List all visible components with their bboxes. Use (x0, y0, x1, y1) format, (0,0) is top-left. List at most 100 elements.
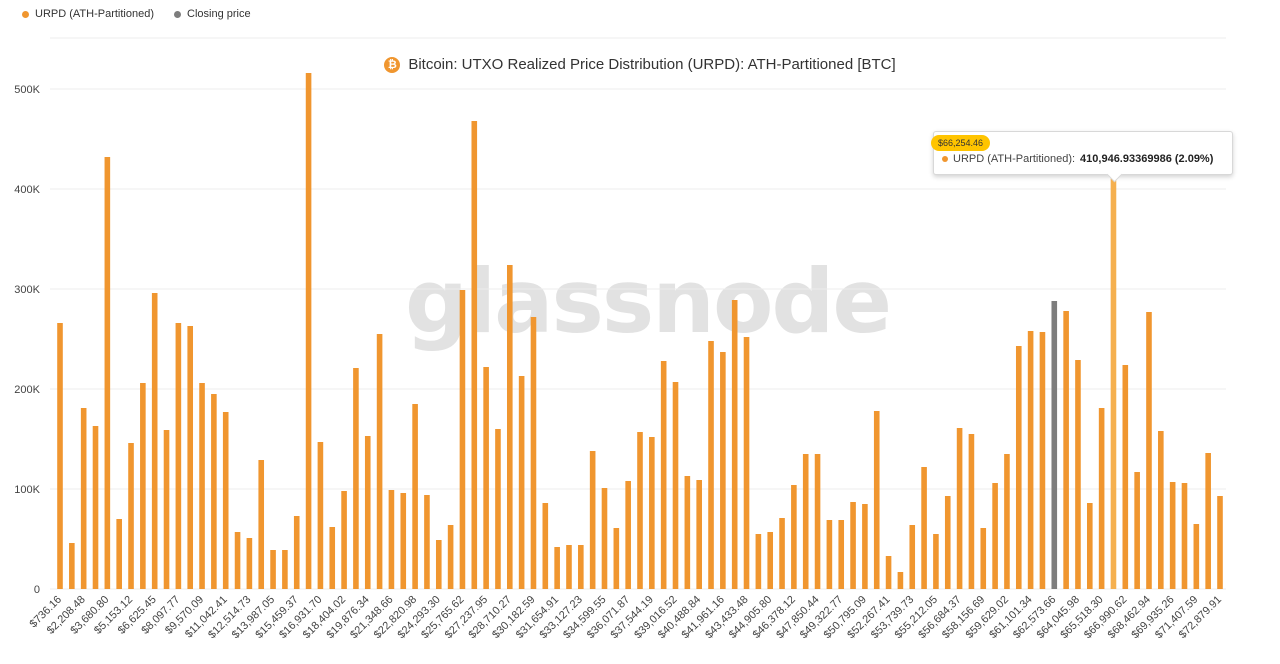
bar[interactable] (270, 550, 276, 589)
bar[interactable] (506, 265, 513, 589)
bar[interactable] (944, 496, 951, 589)
bar[interactable] (637, 432, 643, 589)
bar[interactable] (933, 534, 939, 589)
bar[interactable] (1015, 346, 1022, 589)
bar[interactable] (234, 532, 241, 589)
bar[interactable] (258, 460, 265, 589)
bar[interactable] (104, 157, 111, 589)
bar[interactable] (1086, 503, 1093, 589)
bar[interactable] (293, 516, 300, 589)
legend-item-closing-price[interactable]: Closing price (174, 8, 251, 20)
bar[interactable] (116, 519, 122, 589)
bar[interactable] (613, 528, 620, 589)
bar[interactable] (222, 412, 229, 589)
bar[interactable] (282, 550, 288, 589)
bar[interactable] (376, 334, 383, 589)
bar[interactable] (684, 476, 691, 589)
bar[interactable] (80, 408, 87, 589)
bar[interactable] (554, 547, 560, 589)
bar[interactable] (743, 337, 750, 589)
bar[interactable] (1146, 312, 1152, 589)
bar[interactable] (92, 426, 99, 589)
bar[interactable] (175, 323, 182, 589)
bar[interactable] (850, 502, 856, 589)
bar[interactable] (128, 443, 134, 589)
bar[interactable] (1039, 332, 1046, 589)
bar[interactable] (1122, 365, 1129, 589)
bar[interactable] (720, 352, 726, 589)
bar[interactable] (1004, 454, 1010, 589)
bar[interactable] (862, 504, 868, 589)
bar[interactable] (885, 556, 892, 589)
bar[interactable] (187, 326, 194, 589)
legend-item-urpd[interactable]: URPD (ATH-Partitioned) (22, 8, 154, 20)
bar[interactable] (660, 361, 667, 589)
bar[interactable] (980, 528, 987, 589)
bar[interactable] (802, 454, 809, 589)
bar[interactable] (329, 527, 336, 589)
bar[interactable] (1169, 482, 1176, 589)
bar[interactable] (779, 518, 785, 589)
bar[interactable] (424, 495, 430, 589)
bar[interactable] (578, 545, 584, 589)
bar[interactable] (672, 382, 679, 589)
bar[interactable] (1217, 496, 1223, 589)
bar[interactable] (1193, 524, 1200, 589)
bar[interactable] (814, 454, 821, 589)
bar[interactable] (589, 451, 596, 589)
bar[interactable] (956, 428, 963, 589)
bar[interactable] (1027, 331, 1034, 589)
bar[interactable] (471, 121, 478, 589)
bar[interactable] (364, 436, 371, 589)
bar[interactable] (625, 481, 631, 589)
bar[interactable] (305, 73, 312, 589)
bar[interactable] (447, 525, 454, 589)
bar[interactable] (483, 367, 489, 589)
bar[interactable] (412, 404, 418, 589)
closing-price-bar[interactable] (1051, 301, 1058, 589)
bar[interactable] (1181, 483, 1188, 589)
bar[interactable] (140, 383, 146, 589)
bar[interactable] (459, 290, 466, 589)
bar[interactable] (791, 485, 797, 589)
bar[interactable] (1110, 178, 1117, 590)
bar[interactable] (211, 394, 217, 589)
bar[interactable] (1158, 431, 1164, 589)
bar[interactable] (530, 317, 537, 589)
bar[interactable] (246, 538, 253, 589)
bar[interactable] (649, 437, 655, 589)
bar[interactable] (838, 520, 845, 589)
bar[interactable] (1098, 408, 1105, 589)
bar[interactable] (826, 520, 833, 589)
bar[interactable] (921, 467, 927, 589)
bar[interactable] (909, 525, 916, 589)
bar[interactable] (873, 411, 880, 589)
bar[interactable] (897, 572, 904, 589)
bar[interactable] (696, 480, 702, 589)
bar[interactable] (163, 430, 170, 589)
bar[interactable] (767, 532, 774, 589)
bar[interactable] (542, 503, 549, 589)
bar[interactable] (968, 434, 975, 589)
bar[interactable] (57, 323, 63, 589)
bar[interactable] (1075, 360, 1081, 589)
bar[interactable] (601, 488, 608, 589)
bar[interactable] (199, 383, 205, 589)
bar[interactable] (1063, 311, 1069, 589)
bar[interactable] (400, 493, 407, 589)
bar[interactable] (495, 429, 501, 589)
bar[interactable] (992, 483, 998, 589)
bar[interactable] (518, 376, 525, 589)
bar[interactable] (755, 534, 762, 589)
bar[interactable] (317, 442, 324, 589)
bar[interactable] (1134, 472, 1140, 589)
bar[interactable] (69, 543, 75, 589)
bar[interactable] (566, 545, 572, 589)
bar[interactable] (341, 491, 347, 589)
bar[interactable] (708, 341, 714, 589)
bar[interactable] (388, 490, 395, 589)
bar[interactable] (435, 540, 442, 589)
bar[interactable] (151, 293, 158, 589)
bar[interactable] (353, 368, 359, 589)
